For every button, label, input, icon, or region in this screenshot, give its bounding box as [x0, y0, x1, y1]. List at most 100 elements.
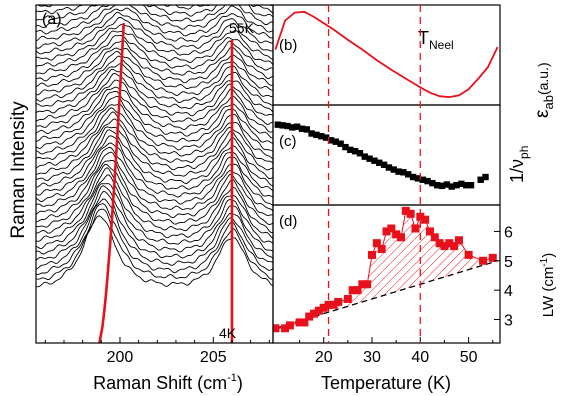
raman-spectrum [36, 72, 273, 122]
raman-spectrum [36, 203, 273, 275]
data-point [400, 169, 407, 176]
data-point [462, 182, 470, 189]
data-point [342, 143, 349, 151]
y-tick-label: 5 [504, 254, 513, 271]
data-point [337, 140, 344, 147]
data-point [392, 230, 401, 239]
data-point [425, 227, 434, 236]
data-point [401, 206, 410, 215]
data-point [406, 209, 415, 218]
transition-markers [327, 5, 421, 343]
data-point [382, 227, 391, 236]
raman-spectrum [36, 11, 273, 49]
raman-spectrum [36, 183, 273, 249]
panel-c-frame [272, 104, 501, 206]
data-point [279, 122, 286, 129]
data-point [434, 182, 441, 189]
data-point [313, 131, 320, 139]
temperature-axis-label: Temperature (K) [321, 373, 451, 393]
data-point [361, 153, 368, 160]
data-point [305, 312, 314, 321]
permittivity-axis-label: εab(a.u.) [532, 62, 556, 118]
data-point [438, 182, 446, 190]
data-point [348, 286, 357, 295]
data-point [477, 176, 484, 183]
raman-spectrum [36, 86, 273, 135]
raman-spectrum [36, 159, 273, 223]
data-point [419, 176, 426, 183]
data-point [343, 294, 352, 303]
panel-a-x-ticks: 200 205 [44, 337, 270, 366]
data-point [366, 155, 373, 162]
data-point [479, 256, 488, 265]
raman-spectrum [36, 24, 273, 61]
raman-spectrum [36, 129, 273, 188]
raman-spectrum [36, 208, 273, 281]
raman-spectrum [36, 126, 273, 182]
panel-d-frame [272, 204, 501, 344]
data-point [454, 236, 463, 245]
data-point [440, 242, 449, 251]
data-point [322, 134, 330, 141]
data-point [353, 286, 362, 295]
data-point [429, 179, 436, 187]
raman-spectrum [36, 111, 273, 169]
data-point [464, 250, 473, 259]
data-point [334, 297, 343, 306]
data-point [482, 173, 489, 181]
raman-spectrum [36, 118, 273, 175]
y-tick-label: 6 [504, 224, 513, 241]
data-point [443, 181, 451, 188]
data-point [319, 303, 328, 312]
raman-spectrum [36, 30, 273, 68]
raman-spectrum [36, 90, 273, 142]
raman-spectrum [36, 174, 273, 242]
raman-spectrum [36, 135, 273, 196]
data-point [409, 173, 417, 181]
linewidth-plot [273, 206, 498, 333]
x-tick-label: 50 [460, 349, 478, 366]
x-tick-label: 200 [107, 349, 134, 366]
data-point [390, 166, 397, 173]
x-tick-label: 40 [411, 349, 429, 366]
data-point [414, 175, 422, 182]
panel-d-label: (d) [279, 213, 297, 230]
linewidth-baseline [275, 260, 498, 329]
data-point [295, 318, 304, 327]
raman-spectrum [36, 5, 273, 35]
peak1-track [98, 22, 125, 343]
data-point [488, 253, 497, 262]
raman-spectrum [36, 16, 273, 55]
data-point [329, 300, 338, 309]
data-point [284, 122, 291, 130]
data-point [303, 126, 311, 133]
data-point [356, 150, 364, 157]
data-point [430, 233, 439, 242]
data-point [435, 239, 444, 248]
data-point [363, 280, 372, 289]
data-point [327, 137, 335, 144]
data-point [289, 124, 296, 131]
panel-b-label: (b) [279, 37, 297, 54]
raman-spectrum [36, 50, 273, 96]
raman-spectrum [36, 185, 273, 255]
raman-spectrum [36, 95, 273, 149]
panel-a: 200 205 (a) 55K 4K Raman Intensity Raman … [8, 4, 274, 393]
raman-spectrum [36, 163, 273, 228]
inverse-frequency-axis-label: 1/νph [507, 146, 531, 183]
temp-top-label: 55K [229, 20, 255, 36]
data-point [421, 215, 430, 224]
panel-c: (c) 1/νph [272, 104, 531, 206]
data-point [372, 239, 381, 248]
raman-spectrum [36, 215, 273, 288]
data-point [377, 245, 386, 254]
data-point [458, 180, 465, 188]
raman-spectra [36, 5, 273, 288]
raman-intensity-label: Raman Intensity [8, 101, 29, 239]
x-tick-label: 20 [315, 349, 333, 366]
raman-spectrum [36, 103, 273, 155]
data-point [332, 138, 339, 145]
data-point [467, 182, 475, 189]
data-point [281, 324, 290, 333]
x-tick-label: 30 [363, 349, 381, 366]
